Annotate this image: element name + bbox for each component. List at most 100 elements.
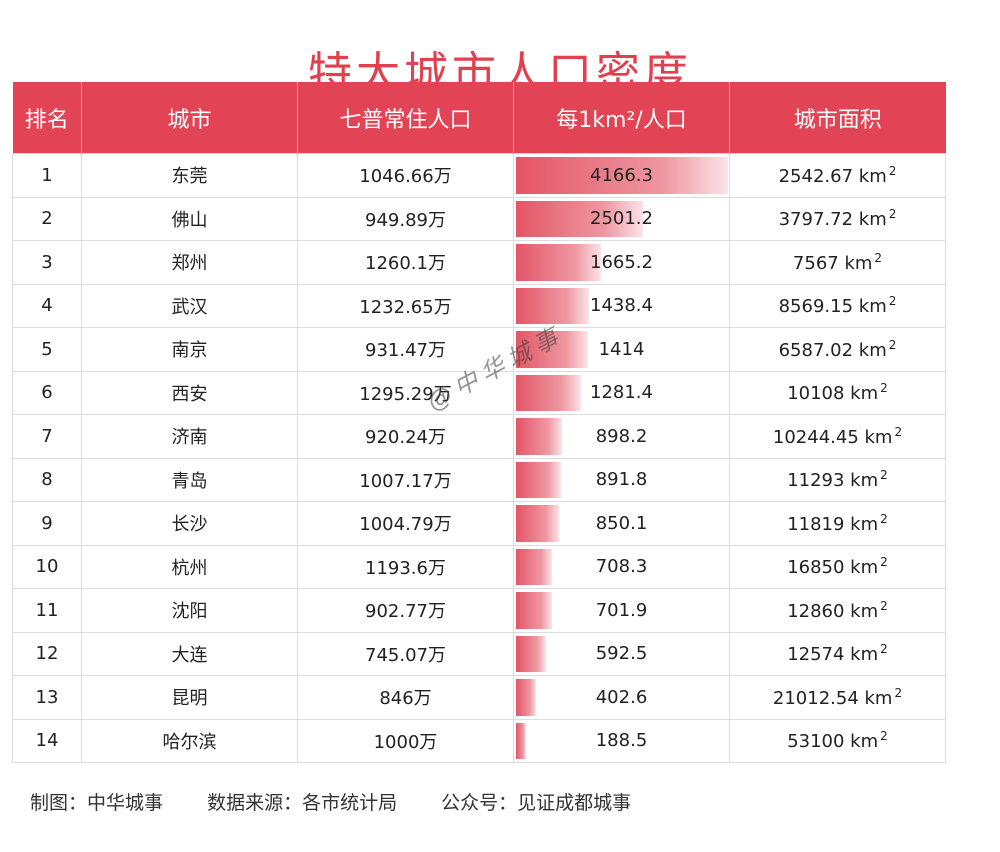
cell-density: 1665.2 bbox=[513, 240, 730, 285]
table-row: 4 武汉 1232.65万 1438.4 8569.15 km 2 bbox=[12, 283, 946, 328]
cell-rank: 2 bbox=[12, 196, 82, 241]
cell-density: 4166.3 bbox=[513, 153, 730, 198]
area-value: 12574 km bbox=[787, 644, 879, 666]
table-row: 12 大连 745.07万 592.5 12574 km 2 bbox=[12, 631, 946, 676]
cell-area: 10108 km 2 bbox=[729, 370, 946, 415]
table-row: 2 佛山 949.89万 2501.2 3797.72 km 2 bbox=[12, 196, 946, 241]
density-bar bbox=[516, 722, 526, 759]
cell-city: 武汉 bbox=[81, 283, 298, 328]
area-unit-superscript: 2 bbox=[880, 729, 888, 744]
cell-rank: 13 bbox=[12, 675, 82, 720]
cell-city: 南京 bbox=[81, 327, 298, 372]
cell-density: 898.2 bbox=[513, 414, 730, 459]
density-value: 701.9 bbox=[595, 599, 648, 621]
cell-population: 902.77万 bbox=[297, 588, 514, 633]
cell-city: 长沙 bbox=[81, 501, 298, 546]
cell-city: 沈阳 bbox=[81, 588, 298, 633]
area-unit-superscript: 2 bbox=[880, 598, 888, 613]
cell-area: 8569.15 km 2 bbox=[729, 283, 946, 328]
cell-area: 7567 km 2 bbox=[729, 240, 946, 285]
cell-city: 郑州 bbox=[81, 240, 298, 285]
cell-population: 1295.29万 bbox=[297, 370, 514, 415]
density-value: 1438.4 bbox=[590, 295, 653, 317]
table-row: 8 青岛 1007.17万 891.8 11293 km 2 bbox=[12, 457, 946, 502]
header-population: 七普常住人口 bbox=[297, 82, 514, 154]
cell-area: 53100 km 2 bbox=[729, 718, 946, 763]
footer-maker: 制图：中华城事 bbox=[30, 792, 164, 814]
density-bar bbox=[516, 157, 728, 194]
cell-area: 3797.72 km 2 bbox=[729, 196, 946, 241]
cell-rank: 6 bbox=[12, 370, 82, 415]
area-unit-superscript: 2 bbox=[880, 642, 888, 657]
density-bar bbox=[516, 548, 552, 585]
cell-density: 188.5 bbox=[513, 718, 730, 763]
cell-area: 21012.54 km 2 bbox=[729, 675, 946, 720]
density-bar bbox=[516, 418, 562, 455]
table-row: 1 东莞 1046.66万 4166.3 2542.67 km 2 bbox=[12, 153, 946, 198]
density-bar bbox=[516, 331, 588, 368]
area-unit-superscript: 2 bbox=[880, 511, 888, 526]
cell-density: 1438.4 bbox=[513, 283, 730, 328]
cell-density: 701.9 bbox=[513, 588, 730, 633]
density-value: 1665.2 bbox=[590, 251, 653, 273]
table-row: 14 哈尔滨 1000万 188.5 53100 km 2 bbox=[12, 718, 946, 763]
header-density: 每1km²/人口 bbox=[513, 82, 730, 154]
cell-city: 佛山 bbox=[81, 196, 298, 241]
density-value: 1281.4 bbox=[590, 382, 653, 404]
area-value: 7567 km bbox=[792, 252, 873, 274]
area-value: 11819 km bbox=[787, 513, 879, 535]
cell-area: 2542.67 km 2 bbox=[729, 153, 946, 198]
cell-rank: 11 bbox=[12, 588, 82, 633]
cell-area: 11819 km 2 bbox=[729, 501, 946, 546]
cell-density: 1414 bbox=[513, 327, 730, 372]
density-value: 1414 bbox=[598, 338, 645, 360]
density-bar bbox=[516, 461, 561, 498]
table-row: 13 昆明 846万 402.6 21012.54 km 2 bbox=[12, 675, 946, 720]
footer-source: 数据来源：各市统计局 bbox=[207, 792, 398, 814]
table-row: 3 郑州 1260.1万 1665.2 7567 km 2 bbox=[12, 240, 946, 285]
density-table: 排名 城市 七普常住人口 每1km²/人口 城市面积 1 东莞 1046.66万 41… bbox=[12, 82, 946, 763]
table-row: 5 南京 931.47万 1414 6587.02 km 2 bbox=[12, 327, 946, 372]
area-value: 10244.45 km bbox=[772, 426, 893, 448]
density-bar bbox=[516, 374, 581, 411]
area-unit-superscript: 2 bbox=[888, 207, 897, 222]
cell-population: 846万 bbox=[297, 675, 514, 720]
cell-population: 1046.66万 bbox=[297, 153, 514, 198]
cell-population: 1007.17万 bbox=[297, 457, 514, 502]
cell-area: 12860 km 2 bbox=[729, 588, 946, 633]
density-bar bbox=[516, 679, 536, 716]
area-unit-superscript: 2 bbox=[888, 337, 897, 352]
cell-rank: 9 bbox=[12, 501, 82, 546]
cell-density: 708.3 bbox=[513, 544, 730, 589]
table-row: 7 济南 920.24万 898.2 10244.45 km 2 bbox=[12, 414, 946, 459]
area-value: 6587.02 km bbox=[778, 339, 887, 361]
cell-rank: 7 bbox=[12, 414, 82, 459]
cell-city: 西安 bbox=[81, 370, 298, 415]
cell-population: 1000万 bbox=[297, 718, 514, 763]
area-value: 16850 km bbox=[787, 557, 879, 579]
density-value: 708.3 bbox=[595, 556, 648, 578]
cell-rank: 4 bbox=[12, 283, 82, 328]
table-body: 1 东莞 1046.66万 4166.3 2542.67 km 2 2 佛山 949.89万 25… bbox=[12, 153, 946, 763]
cell-density: 1281.4 bbox=[513, 370, 730, 415]
area-value: 21012.54 km bbox=[772, 687, 893, 709]
cell-city: 大连 bbox=[81, 631, 298, 676]
cell-area: 10244.45 km 2 bbox=[729, 414, 946, 459]
cell-city: 济南 bbox=[81, 414, 298, 459]
cell-density: 592.5 bbox=[513, 631, 730, 676]
table-row: 6 西安 1295.29万 1281.4 10108 km 2 bbox=[12, 370, 946, 415]
area-value: 8569.15 km bbox=[778, 296, 887, 318]
cell-city: 昆明 bbox=[81, 675, 298, 720]
table-row: 10 杭州 1193.6万 708.3 16850 km 2 bbox=[12, 544, 946, 589]
area-value: 11293 km bbox=[787, 470, 879, 492]
cell-density: 402.6 bbox=[513, 675, 730, 720]
density-bar bbox=[516, 200, 643, 237]
area-value: 2542.67 km bbox=[778, 165, 887, 187]
cell-city: 哈尔滨 bbox=[81, 718, 298, 763]
density-value: 2501.2 bbox=[590, 208, 653, 230]
cell-population: 949.89万 bbox=[297, 196, 514, 241]
cell-city: 东莞 bbox=[81, 153, 298, 198]
cell-area: 6587.02 km 2 bbox=[729, 327, 946, 372]
cell-area: 11293 km 2 bbox=[729, 457, 946, 502]
table-row: 9 长沙 1004.79万 850.1 11819 km 2 bbox=[12, 501, 946, 546]
